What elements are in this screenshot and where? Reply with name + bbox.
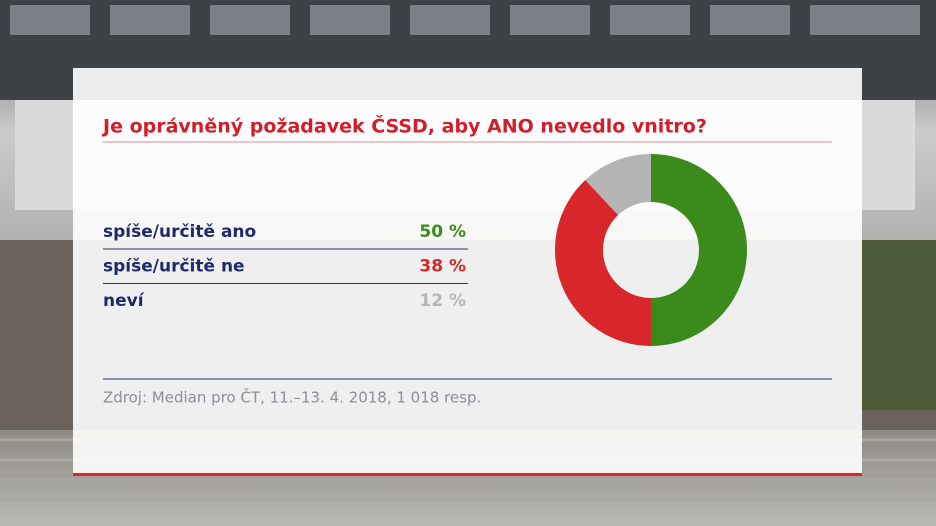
legend-label: spíše/určitě ano xyxy=(103,222,256,242)
panel-border xyxy=(73,473,862,476)
chart-title: Je oprávněný požadavek ČSSD, aby ANO nev… xyxy=(101,114,707,138)
value-label: 12 % xyxy=(419,291,466,311)
value-label: 50 % xyxy=(419,222,466,242)
value-label: 38 % xyxy=(419,257,466,277)
legend-label: neví xyxy=(103,291,145,311)
source: Zdroj: Median pro ČT, 11.–13. 4. 2018, 1… xyxy=(103,388,481,407)
legend-label: spíše/určitě ne xyxy=(103,257,245,277)
slice xyxy=(585,154,651,216)
slice xyxy=(555,180,651,346)
slice xyxy=(651,154,747,346)
